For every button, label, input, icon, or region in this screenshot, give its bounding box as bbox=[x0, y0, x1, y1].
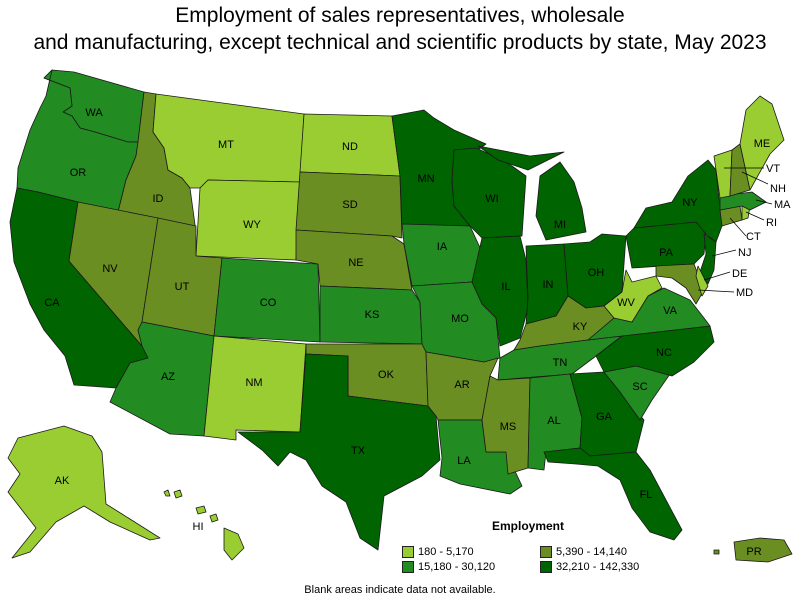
label-la: LA bbox=[457, 455, 471, 467]
legend-swatch-3 bbox=[402, 561, 414, 573]
label-nh: NH bbox=[770, 183, 786, 195]
legend-label-1: 180 - 5,170 bbox=[418, 546, 474, 558]
legend-item-bin-2: 5,390 - 14,140 bbox=[540, 546, 627, 558]
label-az: AZ bbox=[161, 371, 175, 383]
title-line-1: Employment of sales representatives, who… bbox=[175, 4, 625, 27]
state-sd[interactable] bbox=[295, 171, 403, 239]
label-ia: IA bbox=[437, 241, 448, 253]
state-labels: WA OR CA ID NV MT WY UT AZ CO NM ND SD N… bbox=[44, 107, 791, 558]
legend-item-bin-3: 15,180 - 30,120 bbox=[402, 561, 495, 573]
label-nm: NM bbox=[245, 377, 262, 389]
label-mo: MO bbox=[451, 313, 469, 325]
label-nc: NC bbox=[656, 347, 672, 359]
legend-swatch-2 bbox=[540, 546, 552, 558]
state-md[interactable] bbox=[655, 263, 705, 305]
label-ma: MA bbox=[774, 199, 791, 211]
legend-label-3: 15,180 - 30,120 bbox=[418, 561, 496, 573]
label-ks: KS bbox=[365, 309, 380, 321]
pr-island-1 bbox=[713, 549, 720, 555]
label-ak: AK bbox=[55, 475, 70, 487]
label-al: AL bbox=[547, 415, 560, 427]
label-wa: WA bbox=[85, 107, 103, 119]
label-ut: UT bbox=[175, 281, 190, 293]
leader-ri bbox=[745, 211, 765, 221]
label-tn: TN bbox=[553, 357, 568, 369]
label-ny: NY bbox=[682, 197, 698, 209]
footnote: Blank areas indicate data not available. bbox=[304, 584, 496, 596]
state-il[interactable] bbox=[471, 235, 529, 347]
state-fl[interactable] bbox=[543, 447, 683, 541]
state-tx[interactable] bbox=[237, 353, 441, 551]
label-ri: RI bbox=[766, 217, 777, 229]
legend-swatch-1 bbox=[402, 546, 414, 558]
label-mn: MN bbox=[417, 173, 434, 185]
leader-de bbox=[703, 271, 731, 281]
state-wv[interactable] bbox=[603, 269, 663, 323]
state-me[interactable] bbox=[739, 95, 785, 191]
label-md: MD bbox=[736, 287, 753, 299]
leader-nj bbox=[711, 249, 737, 257]
label-or: OR bbox=[70, 167, 87, 179]
label-ne: NE bbox=[348, 257, 363, 269]
label-hi: HI bbox=[193, 521, 204, 533]
label-co: CO bbox=[260, 297, 277, 309]
label-wi: WI bbox=[485, 193, 498, 205]
label-nd: ND bbox=[342, 141, 358, 153]
label-nj: NJ bbox=[738, 247, 751, 259]
label-fl: FL bbox=[640, 489, 653, 501]
legend-item-bin-1: 180 - 5,170 bbox=[402, 546, 474, 558]
label-mt: MT bbox=[218, 139, 234, 151]
legend-label-2: 5,390 - 14,140 bbox=[556, 546, 627, 558]
label-ar: AR bbox=[454, 379, 469, 391]
state-ia[interactable] bbox=[401, 223, 483, 287]
label-pr: PR bbox=[746, 546, 761, 558]
label-ga: GA bbox=[596, 411, 613, 423]
label-ky: KY bbox=[573, 321, 588, 333]
legend-swatch-4 bbox=[540, 561, 552, 573]
label-ct: CT bbox=[746, 231, 761, 243]
map-title: Employment of sales representatives, who… bbox=[0, 2, 800, 56]
leader-nh bbox=[741, 171, 769, 185]
label-id: ID bbox=[153, 193, 164, 205]
label-oh: OH bbox=[588, 267, 605, 279]
label-ca: CA bbox=[44, 297, 60, 309]
label-sc: SC bbox=[632, 381, 647, 393]
label-ms: MS bbox=[500, 421, 517, 433]
title-line-2: and manufacturing, except technical and … bbox=[33, 31, 767, 54]
label-mi: MI bbox=[554, 219, 566, 231]
leader-md bbox=[697, 289, 735, 293]
state-wy[interactable] bbox=[195, 179, 301, 261]
label-de: DE bbox=[732, 268, 747, 280]
label-tx: TX bbox=[351, 445, 366, 457]
label-nv: NV bbox=[102, 263, 118, 275]
state-pa[interactable] bbox=[625, 221, 707, 269]
label-in: IN bbox=[543, 279, 554, 291]
label-pa: PA bbox=[659, 247, 674, 259]
state-ma[interactable] bbox=[719, 191, 767, 211]
state-de[interactable] bbox=[695, 265, 709, 297]
label-va: VA bbox=[663, 305, 678, 317]
legend-item-bin-4: 32,210 - 142,330 bbox=[540, 561, 639, 573]
label-wv: WV bbox=[617, 297, 635, 309]
leader-ct bbox=[729, 217, 747, 237]
state-nj[interactable] bbox=[699, 233, 717, 285]
state-ak[interactable] bbox=[7, 425, 161, 559]
label-sd: SD bbox=[342, 199, 357, 211]
state-pr[interactable] bbox=[733, 537, 793, 563]
leader-ma bbox=[755, 199, 773, 205]
label-me: ME bbox=[754, 138, 771, 150]
label-ok: OK bbox=[378, 369, 395, 381]
state-hi[interactable] bbox=[163, 489, 245, 561]
legend-label-4: 32,210 - 142,330 bbox=[556, 561, 640, 573]
label-il: IL bbox=[501, 281, 510, 293]
legend-title: Employment bbox=[492, 519, 565, 533]
label-vt: VT bbox=[766, 163, 780, 175]
label-wy: WY bbox=[243, 219, 261, 231]
state-mi[interactable] bbox=[477, 145, 587, 241]
